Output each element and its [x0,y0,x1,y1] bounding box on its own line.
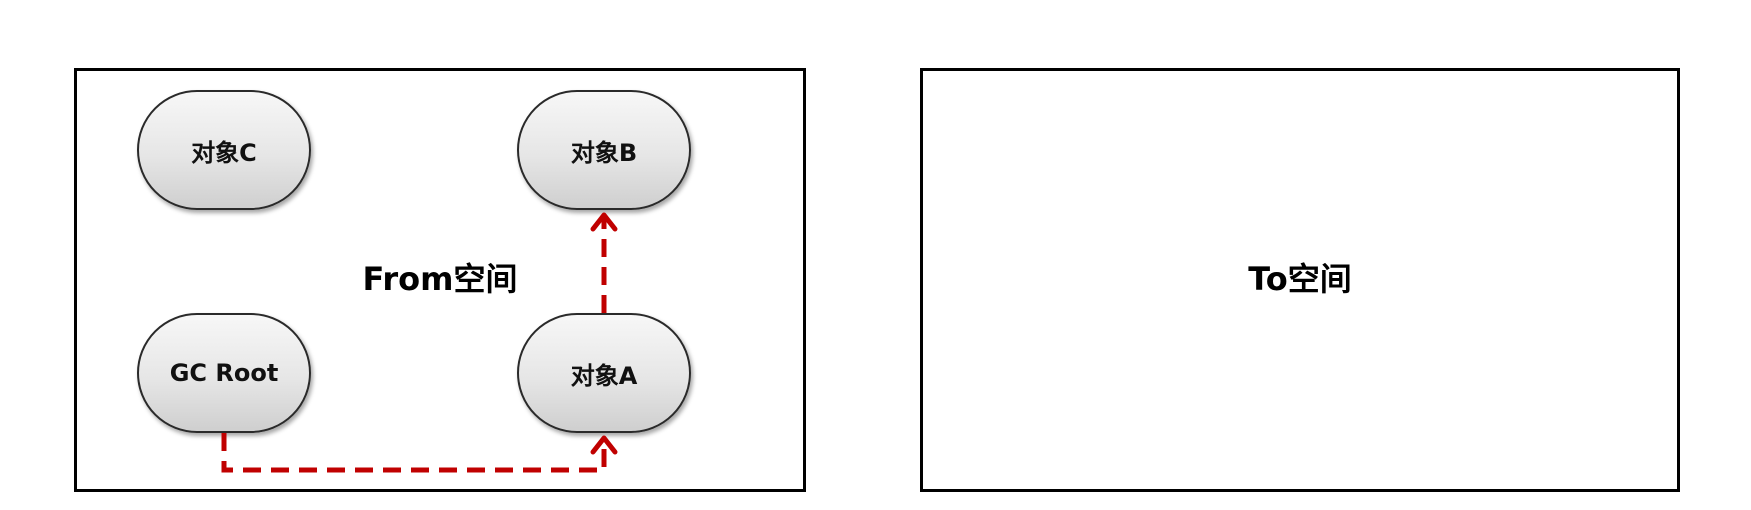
object-a-label: 对象A [570,361,638,390]
from-space-label: From空间 [362,260,518,298]
to-space-region [920,68,1680,492]
object-c-label: 对象C [191,138,257,167]
gc-root-node: GC Root [137,313,311,433]
object-c-node: 对象C [137,90,311,210]
object-b-node: 对象B [517,90,691,210]
gc-root-label: GC Root [169,359,279,387]
to-space-label: To空间 [1248,260,1352,298]
object-b-label: 对象B [570,138,638,167]
object-a-node: 对象A [517,313,691,433]
